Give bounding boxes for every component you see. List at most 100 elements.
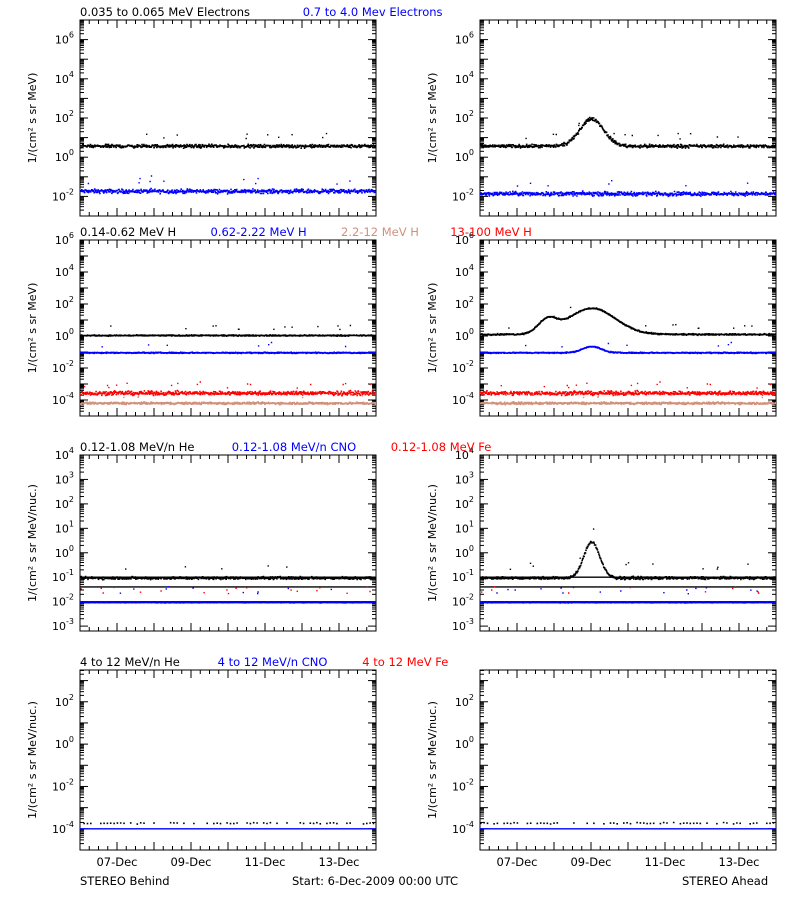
- y-tick-label: 106: [455, 31, 474, 47]
- y-tick-label: 104: [55, 70, 74, 86]
- y-tick-label: 10-4: [452, 391, 474, 407]
- y-axis-label: 1/(cm² s sr MeV): [426, 283, 439, 374]
- y-axis-label: 1/(cm² s sr MeV): [26, 283, 39, 374]
- row-3-title-2: 4 to 12 MeV Fe: [362, 655, 448, 669]
- plot-area: [480, 528, 776, 604]
- series-points: [80, 381, 376, 397]
- series-13-100-mev-h: [80, 381, 376, 397]
- row-titles-layer: 0.035 to 0.065 MeV Electrons 0.7 to 4.0 M…: [80, 5, 532, 669]
- series-points: [480, 180, 776, 198]
- y-tick-label: 106: [55, 31, 74, 47]
- x-tick-label: 07-Dec: [96, 855, 137, 869]
- series-points: [480, 821, 776, 825]
- series-points: [80, 393, 376, 406]
- series-4-to-12-mev-n-he: [83, 821, 376, 825]
- series-0-62-2-22-mev-h: [80, 341, 376, 355]
- row-1-title-2: 2.2-12 MeV H: [341, 225, 419, 239]
- series-0-7-to-4-0-mev-electrons: [480, 180, 776, 198]
- plot-area: [80, 132, 376, 195]
- y-tick-label: 10-2: [52, 593, 74, 609]
- series-points: [80, 565, 376, 581]
- plot-frame: [479, 19, 777, 217]
- y-tick-label: 100: [55, 544, 74, 560]
- y-tick-label: 10-4: [52, 820, 74, 836]
- row-2-title-2: 0.12-1.08 MeV Fe: [391, 440, 492, 454]
- y-tick-label: 100: [455, 327, 474, 343]
- y-tick-label: 104: [455, 263, 474, 279]
- footer-start-label: Start: 6-Dec-2009 00:00 UTC: [292, 874, 458, 888]
- series-0-12-1-08-mev-n-he: [80, 565, 376, 581]
- x-tick-label: 09-Dec: [570, 855, 611, 869]
- series-points: [490, 849, 771, 850]
- row-2-title-0: 0.12-1.08 MeV/n He: [80, 440, 194, 454]
- y-tick-label: 104: [55, 446, 74, 462]
- plot-area: [480, 821, 776, 850]
- y-tick-label: 102: [455, 495, 474, 511]
- series-points: [80, 586, 376, 604]
- y-tick-label: 103: [455, 470, 474, 486]
- series-0-035-to-0-065-mev-electrons: [80, 132, 376, 149]
- y-tick-label: 100: [55, 327, 74, 343]
- series-points: [480, 528, 776, 581]
- y-tick-label: 100: [455, 544, 474, 560]
- y-tick-label: 10-2: [452, 187, 474, 203]
- y-tick-label: 10-2: [52, 777, 74, 793]
- series-points: [80, 324, 376, 337]
- y-tick-label: 10-1: [452, 568, 474, 584]
- series-points: [480, 116, 776, 149]
- panel-r0-c1: 1/(cm² s sr MeV) 10-2 100 102 104 106: [426, 19, 777, 217]
- y-tick-label: 10-2: [52, 359, 74, 375]
- panel-r1-c0: 1/(cm² s sr MeV) 10-4 10-2 100 102 104 106: [26, 231, 377, 417]
- row-3-title-1: 4 to 12 MeV/n CNO: [218, 655, 328, 669]
- plot-area: [80, 565, 376, 604]
- y-tick-label: 104: [455, 70, 474, 86]
- y-tick-label: 10-3: [452, 617, 474, 633]
- y-tick-label: 10-2: [452, 359, 474, 375]
- plot-area: [80, 324, 376, 406]
- series-points: [480, 306, 776, 337]
- row-0-title-0: 0.035 to 0.065 MeV Electrons: [80, 5, 250, 19]
- series-0-12-1-08-mev-fe: [480, 586, 776, 604]
- series-points: [80, 175, 376, 195]
- y-tick-label: 106: [55, 231, 74, 247]
- y-tick-label: 10-4: [52, 391, 74, 407]
- footer-left-label: STEREO Behind: [80, 874, 170, 888]
- y-tick-label: 102: [55, 109, 74, 125]
- y-tick-label: 100: [455, 148, 474, 164]
- row-0-title-1: 0.7 to 4.0 Mev Electrons: [303, 5, 443, 19]
- series-0-14-0-62-mev-h: [480, 306, 776, 337]
- panel-r3-c1: 1/(cm² s sr MeV/nuc.) 10-4 10-2 100 102 07-De…: [426, 669, 777, 869]
- y-tick-label: 10-2: [452, 593, 474, 609]
- series-0-14-0-62-mev-h: [80, 324, 376, 337]
- series-2-2-12-mev-h: [80, 393, 376, 406]
- series-0-12-1-08-mev-n-cno: [80, 586, 376, 604]
- series-points: [480, 381, 776, 397]
- series-4-to-12-mev-n-cno: [490, 849, 771, 850]
- series-0-12-1-08-mev-n-he: [480, 528, 776, 581]
- y-axis-label: 1/(cm² s sr MeV/nuc.): [426, 701, 439, 819]
- series-4-to-12-mev-n-he: [480, 821, 776, 825]
- series-0-035-to-0-065-mev-electrons: [480, 116, 776, 149]
- y-tick-label: 10-3: [52, 617, 74, 633]
- y-tick-label: 102: [55, 295, 74, 311]
- x-tick-label: 11-Dec: [644, 855, 685, 869]
- series-points: [480, 392, 776, 406]
- y-tick-label: 103: [55, 470, 74, 486]
- panel-r2-c0: 1/(cm² s sr MeV/nuc.) 10-3 10-2 10-1 100 101 1…: [26, 446, 377, 633]
- series-2-2-12-mev-h: [480, 392, 776, 406]
- row-1-title-0: 0.14-0.62 MeV H: [80, 225, 176, 239]
- panels-layer: 1/(cm² s sr MeV) 10-2 100 102 104 106 1/(cm² s…: [26, 19, 777, 869]
- y-tick-label: 100: [455, 735, 474, 751]
- plot-frame: [79, 454, 377, 632]
- series-points: [80, 132, 376, 149]
- x-tick-label: 13-Dec: [718, 855, 759, 869]
- plot-frame: [479, 669, 777, 851]
- y-tick-label: 10-2: [52, 187, 74, 203]
- y-tick-label: 100: [55, 735, 74, 751]
- series-0-12-1-08-mev-fe: [80, 586, 376, 604]
- plot-frame: [79, 239, 377, 417]
- panel-r2-c1: 1/(cm² s sr MeV/nuc.) 10-3 10-2 10-1 100 101 1…: [426, 446, 777, 633]
- plot-area: [480, 116, 776, 198]
